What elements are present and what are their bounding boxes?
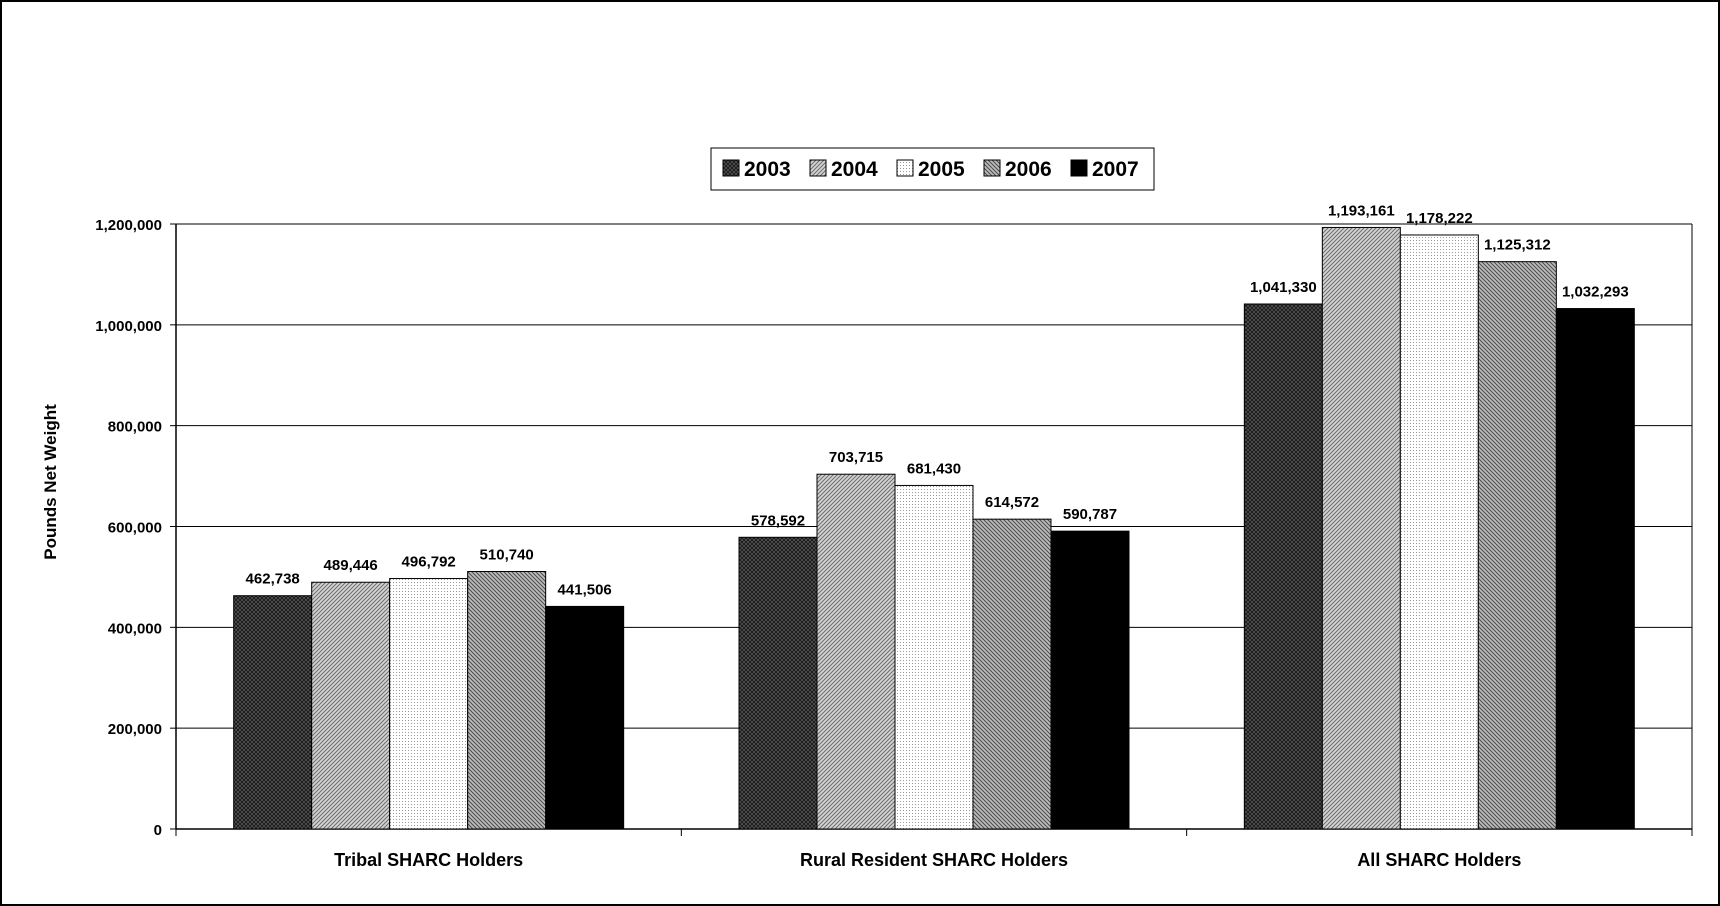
y-tick-label: 200,000	[108, 721, 162, 738]
bar	[894, 484, 974, 830]
legend-label: 2006	[1005, 158, 1052, 181]
data-label: 681,430	[907, 460, 961, 477]
data-label: 590,787	[1063, 506, 1117, 523]
bar	[1477, 261, 1557, 830]
bar	[467, 571, 547, 830]
legend-label: 2004	[831, 158, 878, 181]
data-label: 614,572	[985, 494, 1039, 511]
data-label: 1,193,161	[1328, 202, 1395, 219]
bar	[545, 605, 625, 830]
y-tick-label: 600,000	[108, 520, 162, 537]
bar	[816, 473, 896, 830]
bar	[1321, 226, 1401, 830]
legend: 2003 2004 2005 2006 2007	[710, 147, 1155, 191]
data-label: 441,506	[558, 581, 612, 598]
legend-swatch	[722, 159, 740, 177]
y-tick-label: 1,000,000	[95, 318, 162, 335]
data-label: 1,178,222	[1406, 210, 1473, 227]
data-label: 703,715	[829, 449, 883, 466]
y-axis: 0 200,000 400,000 600,000 800,000 1,000,000 1,…	[95, 217, 177, 839]
data-label: 510,740	[480, 547, 534, 564]
legend-label: 2007	[1092, 158, 1139, 181]
legend-swatch	[1070, 159, 1088, 177]
data-label: 489,446	[324, 557, 378, 574]
data-label: 1,032,293	[1562, 284, 1629, 301]
x-tick-label: All SHARC Holders	[1357, 850, 1521, 870]
legend-label: 2003	[744, 158, 791, 181]
x-tick-label: Rural Resident SHARC Holders	[800, 850, 1068, 870]
y-tick-label: 1,200,000	[95, 217, 162, 234]
x-axis: Tribal SHARC Holders Rural Resident SHARC…	[175, 828, 1693, 870]
data-label: 578,592	[751, 512, 805, 529]
data-label: 462,738	[246, 571, 300, 588]
bar	[972, 518, 1052, 830]
bar	[1399, 234, 1479, 830]
legend-label: 2005	[918, 158, 965, 181]
data-label: 1,125,312	[1484, 237, 1551, 254]
legend-swatch	[809, 159, 827, 177]
bars	[233, 226, 1635, 830]
legend-swatch	[896, 159, 914, 177]
data-label: 496,792	[402, 554, 456, 571]
y-tick-label: 0	[154, 822, 162, 839]
bar	[311, 581, 391, 830]
x-tick-label: Tribal SHARC Holders	[334, 850, 523, 870]
bar	[1555, 308, 1635, 830]
bar	[1243, 303, 1323, 830]
bar	[1050, 530, 1130, 830]
bar	[233, 595, 313, 830]
y-tick-label: 800,000	[108, 419, 162, 436]
bar	[738, 536, 818, 830]
bar	[389, 578, 469, 830]
data-labels: 462,738 489,446 496,792 510,740 441,506 578,5…	[246, 202, 1629, 598]
y-axis-title: Pounds Net Weight	[41, 404, 60, 560]
y-tick-label: 400,000	[108, 620, 162, 637]
legend-swatch	[983, 159, 1001, 177]
data-label: 1,041,330	[1250, 279, 1317, 296]
